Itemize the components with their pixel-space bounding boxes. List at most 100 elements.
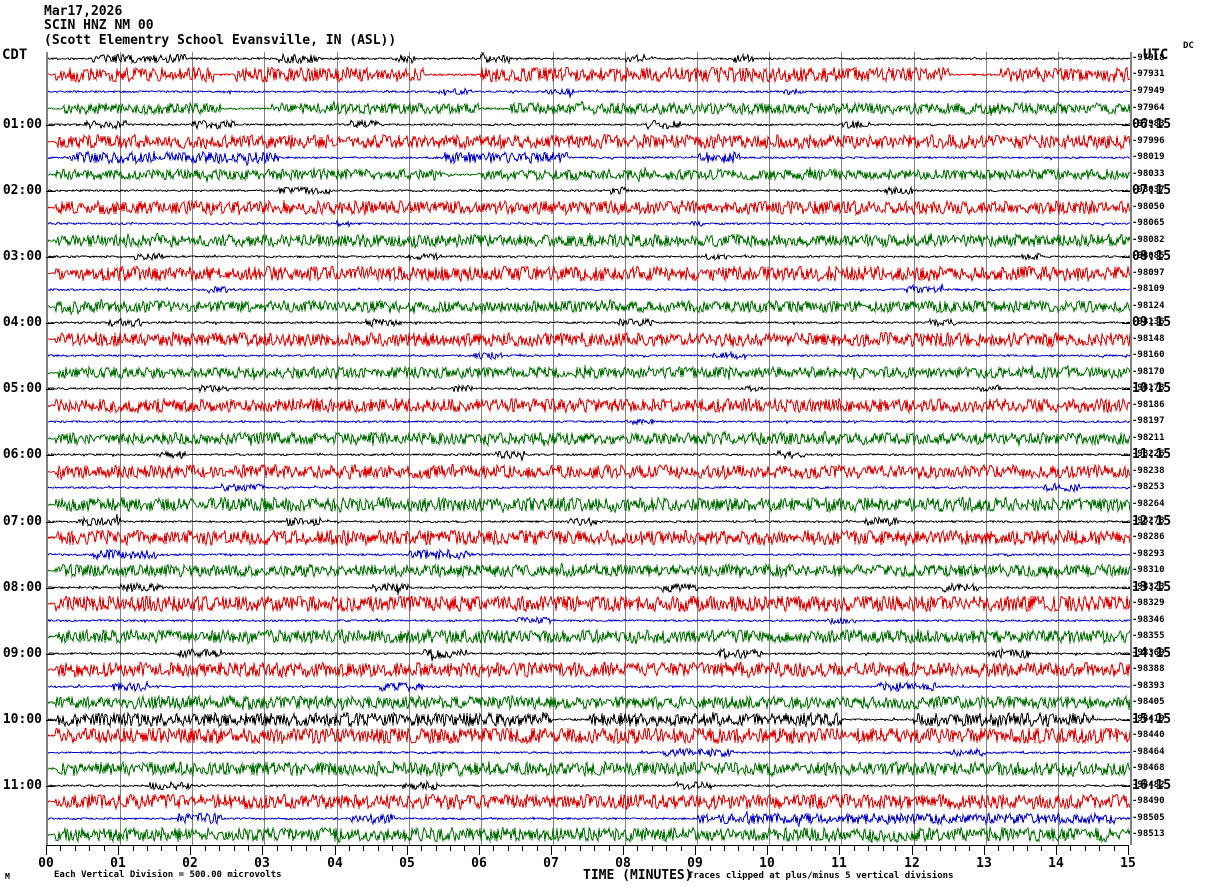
right-axis-tick — [1122, 323, 1130, 324]
dc-offset-value: -97964 — [1132, 103, 1165, 113]
x-axis-minor-tick — [133, 845, 134, 851]
right-axis-tick — [1122, 654, 1130, 655]
x-axis-minor-tick — [652, 845, 653, 851]
seismic-trace — [48, 216, 1130, 231]
dc-offset-value: -98464 — [1132, 747, 1165, 757]
x-axis-minor-tick — [392, 845, 393, 851]
x-axis-minor-tick — [940, 845, 941, 851]
vertical-gridline — [697, 52, 698, 845]
seismic-trace — [48, 365, 1130, 381]
x-axis-minor-tick — [738, 845, 739, 851]
x-axis-label: 05 — [399, 856, 415, 871]
x-axis-major-tick — [190, 845, 191, 855]
dc-offset-value: -98405 — [1132, 697, 1165, 707]
x-axis-minor-tick — [782, 845, 783, 851]
helicorder-plot[interactable] — [46, 52, 1132, 845]
vertical-gridline — [625, 52, 626, 845]
x-axis-minor-tick — [1013, 845, 1014, 851]
dc-offset-value: -98293 — [1132, 549, 1165, 559]
dc-offset-value: -98369 — [1132, 648, 1165, 658]
right-time-and-dc-axis: 06:15 07:15 08:15 09:15 10:15 11:15 12:15 13:15… — [1132, 0, 1210, 886]
x-axis-label: 04 — [327, 856, 343, 871]
header-station-code: SCIN HNZ NM 00 — [44, 18, 154, 33]
dc-offset-value: -98109 — [1132, 284, 1165, 294]
vertical-gridline — [914, 52, 915, 845]
dc-offset-value: -98323 — [1132, 582, 1165, 592]
dc-offset-value: -98490 — [1132, 796, 1165, 806]
right-timezone-label: UTC — [1143, 47, 1169, 63]
x-axis-minor-tick — [436, 845, 437, 851]
dc-offset-value: -98197 — [1132, 416, 1165, 426]
left-axis-tick — [46, 720, 54, 721]
dc-offset-value: -98393 — [1132, 681, 1165, 691]
x-axis-minor-tick — [868, 845, 869, 851]
left-axis-tick — [46, 522, 54, 523]
seismic-trace — [48, 745, 1130, 760]
x-axis-major-tick — [407, 845, 408, 855]
seismic-trace — [48, 134, 1130, 151]
left-axis-tick — [46, 191, 54, 192]
dc-offset-value: -98505 — [1132, 813, 1165, 823]
seismic-trace — [48, 200, 1130, 217]
seismic-trace — [48, 183, 1130, 198]
x-axis-major-tick — [839, 845, 840, 855]
seismic-trace — [48, 52, 1130, 67]
right-axis-tick — [1122, 786, 1130, 787]
left-timezone-label: CDT — [2, 47, 28, 63]
seismic-trace — [48, 761, 1130, 778]
left-hour-label: 11:00 — [2, 778, 42, 793]
x-axis-minor-tick — [248, 845, 249, 851]
right-axis-tick — [1122, 191, 1130, 192]
seismic-trace — [48, 150, 1130, 167]
right-hour-label: 06:15 — [1132, 117, 1172, 132]
dc-offset-value: -98278 — [1132, 516, 1165, 526]
x-axis-minor-tick — [537, 845, 538, 851]
x-axis-minor-tick — [464, 845, 465, 851]
x-axis-minor-tick — [75, 845, 76, 851]
dc-offset-value: -98124 — [1132, 301, 1165, 311]
dc-offset-value: -98238 — [1132, 466, 1165, 476]
seismic-trace — [48, 547, 1130, 562]
x-axis-minor-tick — [450, 845, 451, 851]
x-axis-minor-tick — [277, 845, 278, 851]
left-hour-label: 04:00 — [2, 315, 42, 330]
seismic-trace — [48, 233, 1130, 250]
seismic-trace — [48, 315, 1130, 330]
clip-note: Traces clipped at plus/minus 5 vertical … — [688, 871, 954, 881]
vertical-gridline — [553, 52, 554, 845]
seismic-trace — [48, 381, 1130, 396]
dc-offset-value: -98513 — [1132, 829, 1165, 839]
seismic-trace — [48, 794, 1130, 811]
vertical-gridline — [264, 52, 265, 845]
x-axis-label: 07 — [543, 856, 559, 871]
dc-offset-value: -98097 — [1132, 268, 1165, 278]
x-axis-minor-tick — [811, 845, 812, 851]
x-axis-major-tick — [1128, 845, 1129, 855]
right-axis-tick — [1122, 522, 1130, 523]
left-axis-tick — [46, 588, 54, 589]
seismic-trace — [48, 67, 1130, 84]
x-axis-major-tick — [479, 845, 480, 855]
seismic-trace — [48, 480, 1130, 495]
vertical-gridline — [337, 52, 338, 845]
x-axis-minor-tick — [825, 845, 826, 851]
seismic-trace — [48, 646, 1130, 662]
seismic-trace — [48, 299, 1130, 316]
dc-offset-value: -98160 — [1132, 350, 1165, 360]
x-axis-label: 02 — [182, 856, 198, 871]
dc-offset-value: -98310 — [1132, 565, 1165, 575]
left-hour-label: 09:00 — [2, 646, 42, 661]
x-axis-minor-tick — [883, 845, 884, 851]
dc-offset-value: -98211 — [1132, 433, 1165, 443]
x-axis-minor-tick — [724, 845, 725, 851]
left-time-axis: 01:00 02:00 03:00 04:00 05:00 06:00 07:00 08:00… — [0, 0, 42, 886]
x-axis-minor-tick — [1114, 845, 1115, 851]
right-axis-tick — [1122, 455, 1130, 456]
dc-offset-value: -98468 — [1132, 763, 1165, 773]
right-axis-tick — [1122, 389, 1130, 390]
seismic-trace — [48, 447, 1130, 463]
right-hour-label: 13:15 — [1132, 580, 1172, 595]
x-axis-minor-tick — [998, 845, 999, 851]
x-axis-minor-tick — [710, 845, 711, 851]
x-axis-minor-tick — [565, 845, 566, 851]
